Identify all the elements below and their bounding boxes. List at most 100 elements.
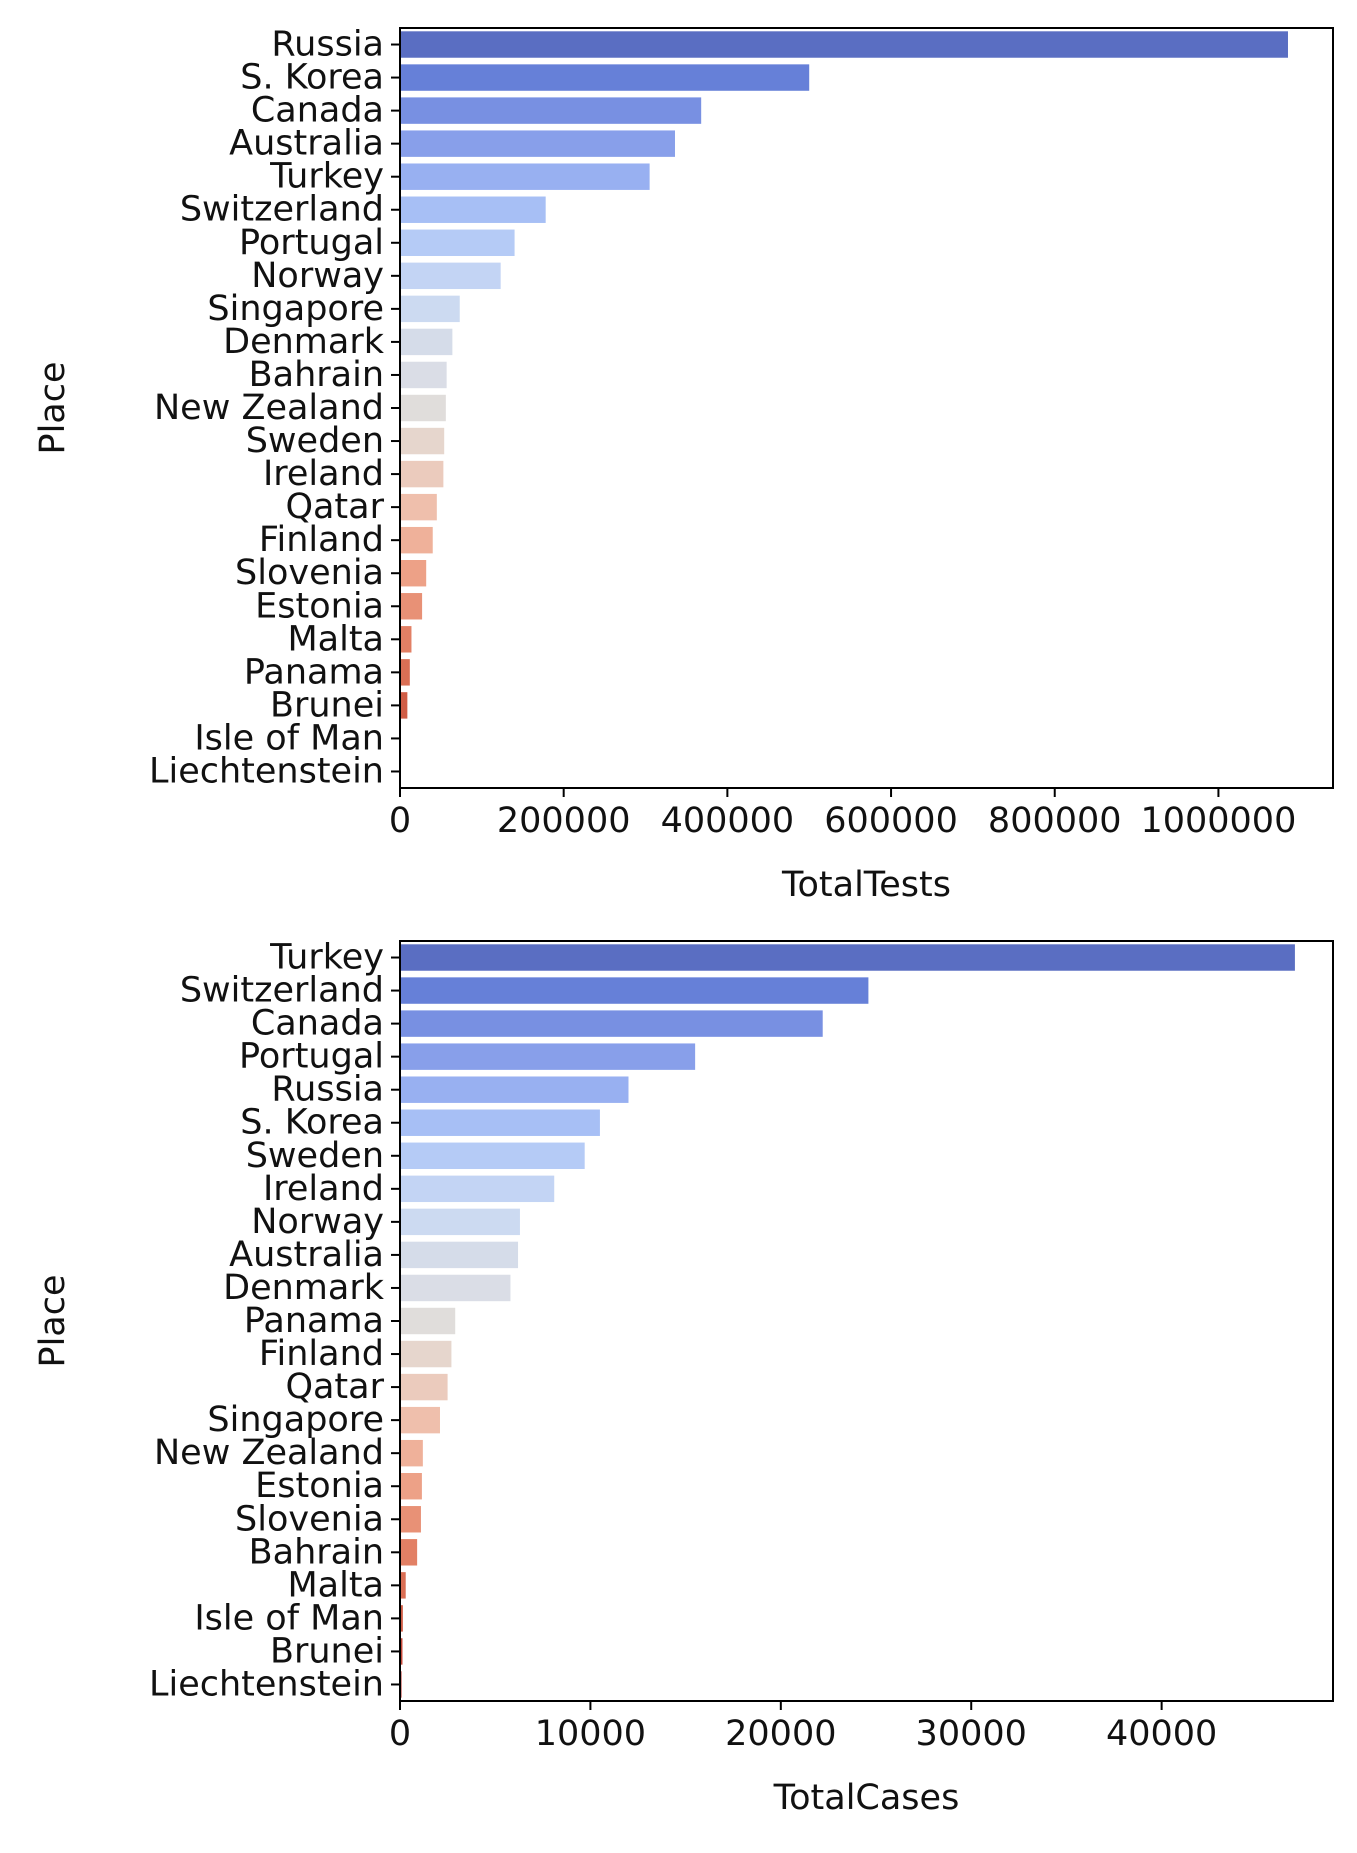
y-tick-label: S. Korea [240, 58, 384, 98]
bar-cases-slovenia [400, 1506, 421, 1533]
bar-cases-panama [400, 1307, 456, 1335]
bar-cases-s-korea [400, 1109, 600, 1136]
bar-cases-brunei [400, 1638, 403, 1665]
bar-tests-bahrain [400, 361, 447, 389]
bar-cases-australia [400, 1241, 519, 1269]
bar-tests-new-zealand [400, 394, 446, 422]
x-tick-label: 30000 [916, 1714, 1027, 1754]
bar-cases-turkey [400, 944, 1295, 971]
y-tick-label: New Zealand [154, 388, 384, 428]
y-tick-label: Australia [229, 124, 384, 164]
y-tick-label: Qatar [285, 487, 384, 527]
x-tick-label: 600000 [824, 801, 958, 841]
y-tick-label: Singapore [207, 1400, 384, 1440]
y-tick-label: Estonia [255, 586, 384, 626]
x-tick-label: 1000000 [1140, 801, 1296, 841]
x-tick-label: 0 [389, 801, 411, 841]
y-tick-label: Slovenia [235, 1499, 384, 1539]
x-axis-label: TotalTests [781, 865, 951, 905]
x-tick-label: 10000 [535, 1714, 646, 1754]
y-tick-label: Switzerland [180, 190, 384, 230]
y-tick-label: Sweden [246, 1136, 384, 1176]
y-tick-label: Denmark [223, 1268, 385, 1308]
bar-tests-switzerland [400, 196, 546, 223]
y-tick-label: Malta [287, 1565, 384, 1605]
bar-tests-finland [400, 526, 433, 554]
y-tick-label: Bahrain [249, 1532, 384, 1572]
bar-cases-qatar [400, 1373, 448, 1401]
y-tick-label: Turkey [269, 157, 384, 197]
bar-tests-portugal [400, 229, 515, 256]
y-tick-label: Turkey [269, 938, 384, 978]
y-tick-label: Bahrain [249, 355, 384, 395]
axes-frame [399, 940, 1334, 1702]
y-tick-label: Norway [251, 256, 384, 296]
y-tick-label: Finland [259, 1334, 384, 1374]
y-tick-label: New Zealand [154, 1433, 384, 1473]
y-tick-label: Liechtenstein [149, 1664, 384, 1704]
y-tick-label: Ireland [263, 1169, 384, 1209]
y-tick-label: Canada [251, 91, 384, 131]
bar-cases-ireland [400, 1175, 555, 1203]
bar-cases-russia [400, 1076, 629, 1103]
bar-cases-portugal [400, 1043, 696, 1070]
y-tick-label: Brunei [270, 1631, 384, 1671]
bar-cases-denmark [400, 1274, 511, 1302]
y-tick-label: Canada [251, 1004, 384, 1044]
bar-tests-estonia [400, 593, 423, 620]
y-tick-label: Finland [259, 520, 384, 560]
bar-cases-finland [400, 1340, 452, 1368]
y-tick-label: Russia [271, 1070, 384, 1110]
y-tick-label: Isle of Man [194, 718, 384, 758]
bar-tests-turkey [400, 163, 650, 190]
y-tick-label: Australia [229, 1235, 384, 1275]
bar-tests-brunei [400, 692, 408, 719]
y-tick-label: Denmark [223, 322, 385, 362]
bar-tests-russia [400, 31, 1288, 58]
bar-tests-qatar [400, 493, 437, 521]
y-tick-label: Russia [271, 25, 384, 65]
x-tick-label: 40000 [1106, 1714, 1217, 1754]
y-axis-label: Place [33, 1274, 73, 1367]
x-tick-label: 200000 [497, 801, 631, 841]
bar-cases-norway [400, 1208, 520, 1236]
bar-cases-switzerland [400, 977, 869, 1004]
bar-tests-sweden [400, 427, 445, 455]
bar-tests-canada [400, 97, 702, 124]
x-tick-label: 800000 [988, 801, 1122, 841]
bar-cases-new-zealand [400, 1439, 423, 1467]
y-tick-label: Norway [251, 1202, 384, 1242]
bar-cases-estonia [400, 1473, 422, 1500]
y-tick-label: Brunei [270, 685, 384, 725]
bar-tests-slovenia [400, 560, 427, 587]
y-tick-label: S. Korea [240, 1103, 384, 1143]
y-tick-label: Panama [244, 652, 384, 692]
y-tick-label: Malta [287, 619, 384, 659]
bar-cases-canada [400, 1010, 823, 1037]
x-axis-label: TotalCases [773, 1778, 960, 1818]
y-tick-label: Panama [244, 1301, 384, 1341]
x-tick-label: 20000 [725, 1714, 836, 1754]
y-tick-label: Isle of Man [194, 1598, 384, 1638]
y-axis-label: Place [33, 361, 73, 454]
y-tick-label: Portugal [239, 1037, 384, 1077]
y-tick-label: Slovenia [235, 553, 384, 593]
y-tick-label: Liechtenstein [149, 751, 384, 791]
bar-cases-bahrain [400, 1539, 418, 1566]
bar-tests-s-korea [400, 64, 810, 91]
bar-tests-australia [400, 130, 675, 157]
y-tick-label: Sweden [246, 421, 384, 461]
bar-tests-denmark [400, 328, 453, 356]
y-tick-label: Switzerland [180, 971, 384, 1011]
y-tick-label: Qatar [285, 1367, 384, 1407]
bar-tests-malta [400, 626, 412, 653]
axes-frame [399, 27, 1334, 789]
bar-cases-malta [400, 1572, 406, 1599]
x-tick-label: 0 [389, 1714, 411, 1754]
bar-tests-panama [400, 659, 410, 686]
bar-cases-singapore [400, 1406, 440, 1434]
y-tick-label: Ireland [263, 454, 384, 494]
y-tick-label: Portugal [239, 223, 384, 263]
